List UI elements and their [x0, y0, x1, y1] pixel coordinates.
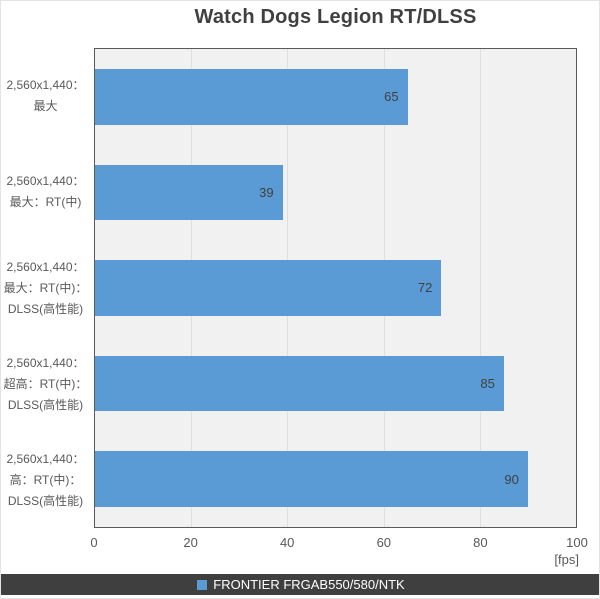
y-axis-labels: 2,560x1,440： 最大 2,560x1,440： 最大：RT(中) 2,560x…	[1, 48, 90, 528]
x-tick-label: 100	[566, 535, 588, 550]
x-tick-label: 0	[90, 535, 98, 550]
legend-label: FRONTIER FRGAB550/580/NTK	[213, 577, 405, 592]
category-label: 2,560x1,440： 最大：RT(中)	[1, 144, 90, 240]
category-label-line: 2,560x1,440：	[6, 259, 85, 274]
category-label-line: 最大	[33, 99, 58, 113]
bar-row: 72	[95, 240, 576, 336]
category-label: 2,560x1,440： 最大	[1, 48, 90, 144]
gridline	[479, 49, 481, 527]
category-label-line: 最大：RT(中)：	[3, 280, 88, 295]
bar-row: 65	[95, 49, 576, 145]
bar-value-label: 65	[384, 89, 399, 105]
bar-row: 39	[95, 145, 576, 241]
x-tick-label: 80	[473, 535, 488, 550]
category-label-line: DLSS(高性能)	[7, 493, 84, 508]
category-label: 2,560x1,440： 高：RT(中)： DLSS(高性能)	[1, 432, 90, 528]
category-label-line: DLSS(高性能)	[7, 301, 84, 316]
x-tick-label: 60	[376, 535, 392, 550]
x-axis: 0 20 40 60 80 100	[1, 535, 599, 551]
category-label-line: 2,560x1,440：	[6, 174, 85, 188]
category-label-line: 2,560x1,440：	[6, 451, 85, 466]
bar-value-label: 72	[417, 280, 433, 296]
bar-value-label: 85	[480, 376, 495, 392]
unit-label: [fps]	[554, 552, 579, 567]
x-tick-label: 20	[183, 535, 198, 550]
category-label: 2,560x1,440： 超高：RT(中)： DLSS(高性能)	[1, 336, 90, 432]
bar-row: 85	[95, 336, 576, 432]
category-label-line: 最大：RT(中)	[9, 195, 82, 209]
category-label-line: 超高：RT(中)：	[3, 376, 88, 391]
category-label-line: 2,560x1,440：	[6, 78, 85, 92]
bar: 90	[95, 451, 528, 507]
bar: 65	[95, 69, 408, 125]
bar: 39	[95, 164, 283, 221]
category-label-line: 高：RT(中)：	[9, 472, 82, 487]
bar-value-label: 90	[504, 471, 519, 487]
bar-row: 90	[95, 431, 576, 527]
category-label-line: 2,560x1,440：	[6, 355, 85, 370]
category-label: 2,560x1,440： 最大：RT(中)： DLSS(高性能)	[1, 240, 90, 336]
bar-value-label: 39	[259, 184, 274, 200]
category-label-line: DLSS(高性能)	[7, 397, 84, 412]
bar: 85	[95, 355, 504, 412]
chart-title: Watch Dogs Legion RT/DLSS	[194, 6, 477, 28]
legend-marker-icon	[197, 579, 208, 590]
x-tick-label: 40	[279, 535, 295, 550]
legend: FRONTIER FRGAB550/580/NTK	[1, 574, 599, 595]
bar: 72	[95, 260, 442, 316]
plot-area: 65 39 72 85 90	[94, 48, 577, 528]
